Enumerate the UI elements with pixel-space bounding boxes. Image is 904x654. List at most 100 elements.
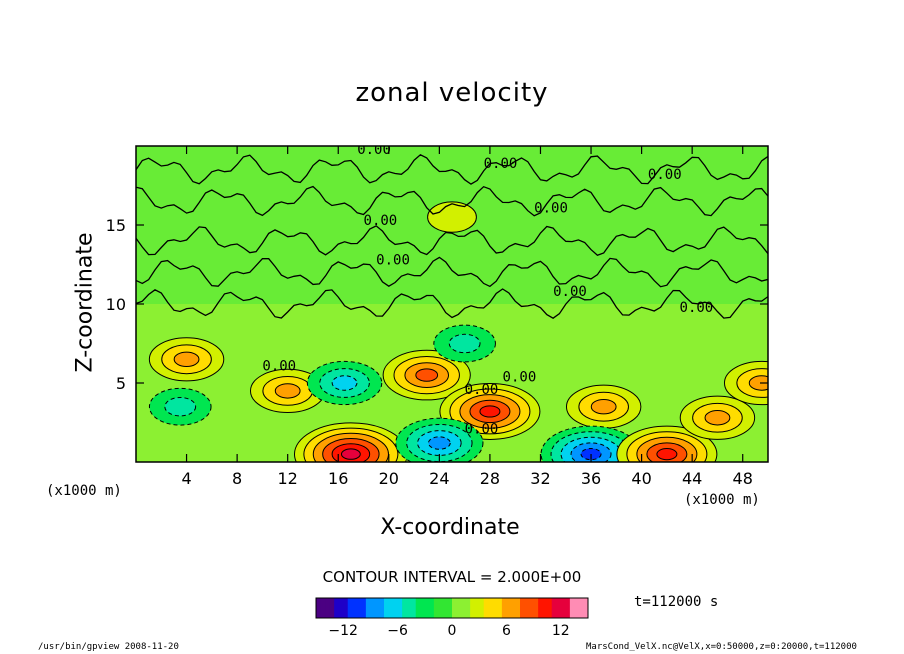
colorbar-cell <box>533 598 539 618</box>
contour-label: 0.00 <box>553 284 587 300</box>
colorbar-cell <box>447 598 453 618</box>
colorbar-cell <box>424 598 430 618</box>
colorbar-cell <box>479 598 485 618</box>
colorbar-cell <box>370 598 376 618</box>
feature-negative-3 <box>306 360 383 406</box>
colorbar-cell <box>506 598 512 618</box>
colorbar-cell <box>406 598 412 618</box>
contour-ring <box>331 375 358 391</box>
contour-label: 0.00 <box>376 253 410 269</box>
colorbar-cell <box>361 598 367 618</box>
contour-ring <box>173 351 200 367</box>
colorbar-cell <box>325 598 331 618</box>
contour-label: 0.00 <box>465 422 499 438</box>
x-tick-label: 12 <box>278 469 298 488</box>
colorbar-cell <box>529 598 535 618</box>
x-tick-label: 20 <box>379 469 399 488</box>
x-axis-label: X-coordinate <box>380 515 520 540</box>
x-tick-label: 24 <box>429 469 449 488</box>
colorbar-cell <box>470 598 476 618</box>
contour-label: 0.00 <box>465 382 499 398</box>
colorbar-cell <box>461 598 467 618</box>
contour-label: 0.00 <box>503 369 537 385</box>
y-tick-label: 5 <box>116 374 126 393</box>
contour-label: 0.00 <box>680 300 714 316</box>
colorbar-cell <box>393 598 399 618</box>
contour-ring <box>704 410 731 426</box>
colorbar-tick-label: −6 <box>387 623 408 639</box>
colorbar-cell <box>334 598 340 618</box>
contour-interval-text: CONTOUR INTERVAL = 2.000E+00 <box>322 568 582 586</box>
colorbar-cell <box>343 598 349 618</box>
colorbar-cell <box>583 598 589 618</box>
colorbar-cell <box>433 598 439 618</box>
colorbar-cell <box>316 598 322 618</box>
colorbar-cell <box>547 598 553 618</box>
zero-contour-line <box>136 256 768 288</box>
x-unit-label-left: (x1000 m) <box>46 483 122 499</box>
y-axis-label: Z-coordinate <box>72 232 98 373</box>
colorbar-cell <box>415 598 421 618</box>
zero-contour-line <box>136 185 768 217</box>
x-tick-label: 32 <box>530 469 550 488</box>
colorbar-cell <box>501 598 507 618</box>
colorbar-frame <box>315 597 589 619</box>
colorbar-cell <box>578 598 584 618</box>
x-tick-label: 36 <box>581 469 601 488</box>
contour-ring <box>274 383 301 399</box>
feature-positive-5 <box>382 349 471 401</box>
feature-positive-12 <box>723 360 768 406</box>
colorbar-cell <box>379 598 385 618</box>
colorbar-cell <box>365 598 371 618</box>
contour-ring <box>590 399 617 415</box>
colorbar-cell <box>524 598 530 618</box>
colorbar-cell <box>402 598 408 618</box>
contour-ring <box>656 448 678 461</box>
contour-label: 0.00 <box>648 167 682 183</box>
colorbar-cell <box>483 598 489 618</box>
contour-ring <box>164 397 197 417</box>
feature-negative-7 <box>395 417 484 462</box>
colorbar-cell <box>438 598 444 618</box>
colorbar-cell <box>538 598 544 618</box>
colorbar-cell <box>452 598 458 618</box>
zero-contour-line <box>136 225 768 256</box>
x-tick-label: 44 <box>682 469 702 488</box>
contour-label: 0.00 <box>262 358 296 374</box>
colorbar-cell <box>329 598 335 618</box>
colorbar-cell <box>429 598 435 618</box>
x-tick-label: 40 <box>631 469 651 488</box>
feature-positive-10 <box>616 425 718 462</box>
x-unit-label-right: (x1000 m) <box>684 492 760 508</box>
x-axis-ticks: 4 8 12 16 20 24 28 32 36 40 44 48 <box>181 146 753 488</box>
colorbar-cell <box>384 598 390 618</box>
colorbar-cell <box>442 598 448 618</box>
contour-label: 0.00 <box>364 213 398 229</box>
contour-ring <box>479 405 501 418</box>
colorbar-cell <box>565 598 571 618</box>
feature-negative-9 <box>540 425 642 462</box>
y-tick-label: 15 <box>106 216 126 235</box>
colorbar-tick-label: 6 <box>502 623 511 639</box>
contour-ring <box>415 368 439 382</box>
chart-title: zonal velocity <box>355 78 549 108</box>
y-tick-label: 10 <box>106 295 126 314</box>
feature-positive-11 <box>679 395 756 440</box>
contour-label: 0.00 <box>484 156 518 172</box>
colorbar-cell <box>411 598 417 618</box>
contour-ring <box>448 333 481 354</box>
colorbar-cell <box>347 598 353 618</box>
colorbar-cell <box>515 598 521 618</box>
colorbar-cell <box>320 598 326 618</box>
zero-contour-line <box>136 154 768 185</box>
contour-label: 0.00 <box>534 200 568 216</box>
footer-left: /usr/bin/gpview 2008-11-20 <box>38 642 179 652</box>
colorbar-cell <box>556 598 562 618</box>
time-label: t=112000 s <box>634 594 719 610</box>
y-axis-ticks: 5 10 15 <box>106 216 768 393</box>
x-tick-label: 48 <box>733 469 753 488</box>
zero-contour-line <box>136 288 768 319</box>
colorbar-cell <box>388 598 394 618</box>
colorbar-cell <box>420 598 426 618</box>
